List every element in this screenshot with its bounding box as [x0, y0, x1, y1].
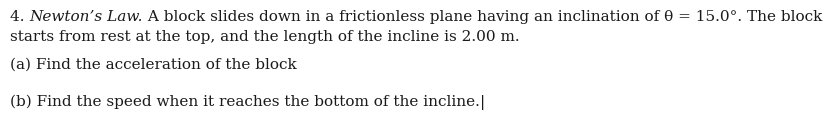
Text: (b) Find the speed when it reaches the bottom of the incline.: (b) Find the speed when it reaches the b… [10, 95, 480, 109]
Text: 4.: 4. [10, 10, 29, 24]
Text: Newton’s Law.: Newton’s Law. [29, 10, 143, 24]
Text: (a) Find the acceleration of the block: (a) Find the acceleration of the block [10, 58, 297, 72]
Text: A block slides down in a frictionless plane having an inclination of θ = 15.0°. : A block slides down in a frictionless pl… [143, 10, 822, 24]
Text: starts from rest at the top, and the length of the incline is 2.00 m.: starts from rest at the top, and the len… [10, 30, 519, 44]
Text: |: | [480, 95, 485, 110]
